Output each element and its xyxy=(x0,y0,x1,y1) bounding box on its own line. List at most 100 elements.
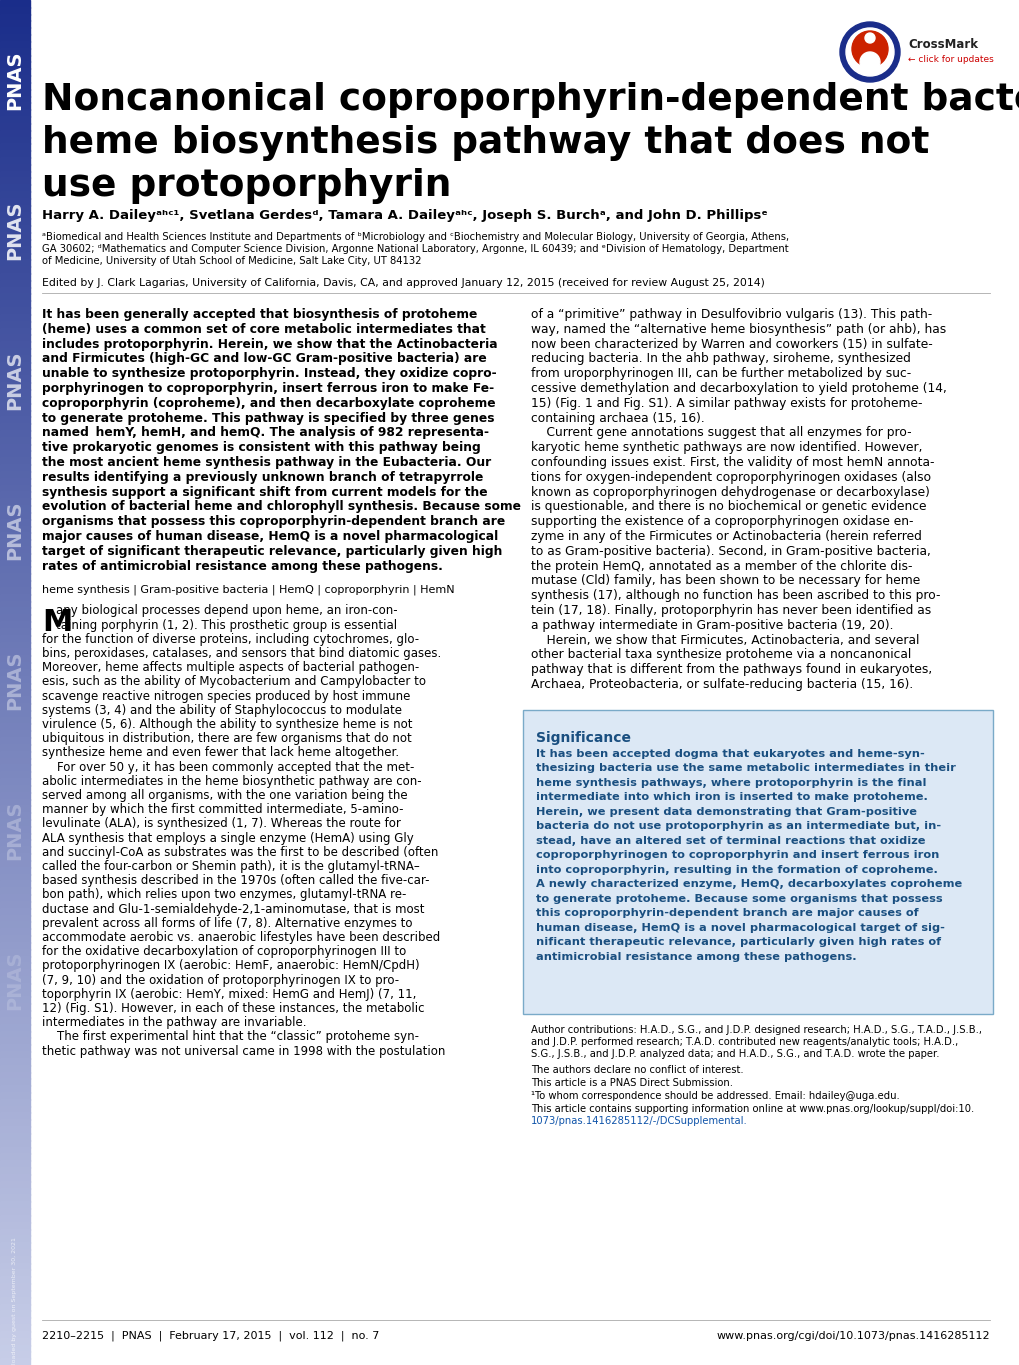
Text: esis, such as the ability of Mycobacterium and Campylobacter to: esis, such as the ability of Mycobacteri… xyxy=(42,676,426,688)
Text: this coproporphyrin-dependent branch are major causes of: this coproporphyrin-dependent branch are… xyxy=(535,908,918,919)
Bar xyxy=(0,89,30,97)
Text: way, named the “alternative heme biosynthesis” path (or ahb), has: way, named the “alternative heme biosynt… xyxy=(531,322,946,336)
Bar xyxy=(0,1085,30,1093)
Text: and Firmicutes (high-GC and low-GC Gram-positive bacteria) are: and Firmicutes (high-GC and low-GC Gram-… xyxy=(42,352,486,366)
Bar xyxy=(0,34,30,42)
Text: M: M xyxy=(42,609,72,637)
Bar xyxy=(0,894,30,902)
Bar xyxy=(0,833,30,841)
Text: Author contributions: H.A.D., S.G., and J.D.P. designed research; H.A.D., S.G., : Author contributions: H.A.D., S.G., and … xyxy=(531,1025,981,1035)
Bar xyxy=(0,962,30,971)
Text: the most ancient heme synthesis pathway in the Eubacteria. Our: the most ancient heme synthesis pathway … xyxy=(42,456,491,470)
Bar xyxy=(0,1235,30,1244)
Text: to generate protoheme. Because some organisms that possess: to generate protoheme. Because some orga… xyxy=(535,894,942,904)
Bar xyxy=(0,996,30,1005)
Bar xyxy=(0,983,30,991)
Bar xyxy=(0,1078,30,1087)
Bar xyxy=(0,471,30,479)
Bar xyxy=(0,321,30,329)
Bar xyxy=(0,1003,30,1011)
Bar xyxy=(0,184,30,192)
Text: Moreover, heme affects multiple aspects of bacterial pathogen-: Moreover, heme affects multiple aspects … xyxy=(42,661,419,674)
Bar xyxy=(0,143,30,152)
Text: CrossMark: CrossMark xyxy=(907,37,977,51)
Bar xyxy=(0,717,30,725)
Bar xyxy=(0,628,30,636)
Text: containing archaea (15, 16).: containing archaea (15, 16). xyxy=(531,412,704,425)
Text: thetic pathway was not universal came in 1998 with the postulation: thetic pathway was not universal came in… xyxy=(42,1044,445,1058)
Bar xyxy=(0,1099,30,1107)
Text: accommodate aerobic vs. anaerobic lifestyles have been described: accommodate aerobic vs. anaerobic lifest… xyxy=(42,931,440,945)
Bar xyxy=(0,171,30,179)
Bar xyxy=(0,1044,30,1052)
Bar xyxy=(0,341,30,349)
Bar xyxy=(0,1331,30,1339)
Bar xyxy=(0,648,30,657)
Bar xyxy=(0,48,30,56)
Text: ubiquitous in distribution, there are few organisms that do not: ubiquitous in distribution, there are fe… xyxy=(42,732,412,745)
Bar xyxy=(0,41,30,49)
Bar xyxy=(0,990,30,998)
Text: PNAS: PNAS xyxy=(5,650,24,710)
Text: 1073/pnas.1416285112/-/DCSupplemental.: 1073/pnas.1416285112/-/DCSupplemental. xyxy=(531,1115,747,1126)
Bar xyxy=(0,505,30,513)
Bar xyxy=(0,205,30,213)
Bar xyxy=(0,908,30,916)
Bar xyxy=(0,635,30,643)
Bar xyxy=(0,921,30,930)
Bar xyxy=(0,532,30,541)
Bar xyxy=(0,27,30,35)
Circle shape xyxy=(859,52,879,72)
Text: bins, peroxidases, catalases, and sensors that bind diatomic gases.: bins, peroxidases, catalases, and sensor… xyxy=(42,647,441,661)
Bar xyxy=(0,846,30,854)
Text: nificant therapeutic relevance, particularly given high rates of: nificant therapeutic relevance, particul… xyxy=(535,938,941,947)
Bar xyxy=(0,430,30,438)
Text: This article is a PNAS Direct Submission.: This article is a PNAS Direct Submission… xyxy=(531,1078,733,1088)
Text: S.G., J.S.B., and J.D.P. analyzed data; and H.A.D., S.G., and T.A.D. wrote the p: S.G., J.S.B., and J.D.P. analyzed data; … xyxy=(531,1048,938,1059)
Text: for the oxidative decarboxylation of coproporphyrinogen III to: for the oxidative decarboxylation of cop… xyxy=(42,945,406,958)
Circle shape xyxy=(864,33,874,44)
Bar xyxy=(0,177,30,186)
Text: PNAS: PNAS xyxy=(5,201,24,259)
Bar xyxy=(0,1147,30,1155)
Bar xyxy=(0,328,30,336)
Bar xyxy=(0,55,30,63)
Bar xyxy=(0,928,30,936)
Bar xyxy=(0,157,30,165)
Text: intermediate into which iron is inserted to make protoheme.: intermediate into which iron is inserted… xyxy=(535,792,927,803)
Bar xyxy=(0,478,30,486)
Bar xyxy=(0,607,30,616)
Bar xyxy=(0,1276,30,1284)
Text: heme synthesis | Gram-positive bacteria | HemQ | coproporphyrin | HemN: heme synthesis | Gram-positive bacteria … xyxy=(42,584,454,595)
Bar xyxy=(0,293,30,302)
Text: evolution of bacterial heme and chlorophyll synthesis. Because some: evolution of bacterial heme and chloroph… xyxy=(42,501,521,513)
Text: PNAS: PNAS xyxy=(5,800,24,860)
Text: organisms that possess this coproporphyrin-dependent branch are: organisms that possess this coproporphyr… xyxy=(42,515,504,528)
Text: Herein, we show that Firmicutes, Actinobacteria, and several: Herein, we show that Firmicutes, Actinob… xyxy=(531,633,918,647)
Bar xyxy=(0,130,30,138)
Text: ᵃBiomedical and Health Sciences Institute and Departments of ᵇMicrobiology and ᶜ: ᵃBiomedical and Health Sciences Institut… xyxy=(42,232,789,242)
Bar xyxy=(0,1269,30,1278)
Text: heme biosynthesis pathway that does not: heme biosynthesis pathway that does not xyxy=(42,126,928,161)
Bar xyxy=(0,1188,30,1196)
Bar xyxy=(0,874,30,882)
Bar xyxy=(0,1358,30,1365)
Bar xyxy=(0,512,30,520)
Bar xyxy=(0,423,30,431)
Text: bon path), which relies upon two enzymes, glutamyl-tRNA re-: bon path), which relies upon two enzymes… xyxy=(42,889,406,901)
Bar xyxy=(0,1112,30,1121)
Bar xyxy=(0,1153,30,1162)
Text: unable to synthesize protoporphyrin. Instead, they oxidize copro-: unable to synthesize protoporphyrin. Ins… xyxy=(42,367,496,381)
Bar xyxy=(0,246,30,254)
Bar xyxy=(0,498,30,506)
Bar xyxy=(0,1181,30,1189)
Bar xyxy=(0,61,30,70)
Text: of a “primitive” pathway in Desulfovibrio vulgaris (13). This path-: of a “primitive” pathway in Desulfovibri… xyxy=(531,308,931,321)
Bar xyxy=(0,75,30,83)
Text: into coproporphyrin, resulting in the formation of coproheme.: into coproporphyrin, resulting in the fo… xyxy=(535,865,936,875)
Bar xyxy=(0,375,30,384)
Text: any biological processes depend upon heme, an iron-con-: any biological processes depend upon hem… xyxy=(56,605,397,617)
Bar xyxy=(0,253,30,261)
Bar xyxy=(0,771,30,779)
Bar xyxy=(0,730,30,738)
